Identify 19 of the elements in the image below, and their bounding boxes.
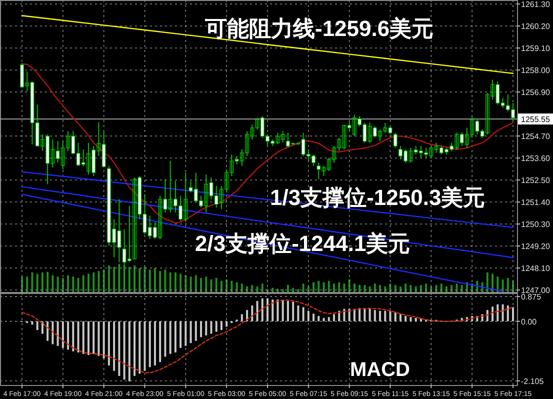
- annotation: MACD: [350, 359, 410, 381]
- y-tick-label: 1247.00: [521, 286, 550, 295]
- y-tick-label: 1258.00: [521, 66, 550, 75]
- y-tick-label: 1250.30: [521, 220, 550, 229]
- y-tick-label: 1248.10: [521, 264, 550, 273]
- y-tick-label: 1253.60: [521, 154, 550, 163]
- annotation: 可能阻力线-1259.6美元: [204, 16, 434, 41]
- y-tick-label: 1261.30: [521, 0, 550, 9]
- y-tick-label: 1256.90: [521, 88, 550, 97]
- y-tick-label: 1260.20: [521, 22, 550, 31]
- y-tick-label: 1251.40: [521, 198, 550, 207]
- y-tick-label: 0.00: [521, 317, 538, 326]
- y-tick-label: 1254.70: [521, 132, 550, 141]
- y-tick-label: 1249.20: [521, 242, 550, 251]
- y-tick-label: 1252.50: [521, 176, 550, 185]
- y-tick-label: -2.105: [521, 376, 544, 386]
- ref-line-label: 1255.55: [521, 115, 550, 124]
- y-tick-label: 0.875: [521, 292, 542, 302]
- y-tick-label: 1259.10: [521, 44, 550, 53]
